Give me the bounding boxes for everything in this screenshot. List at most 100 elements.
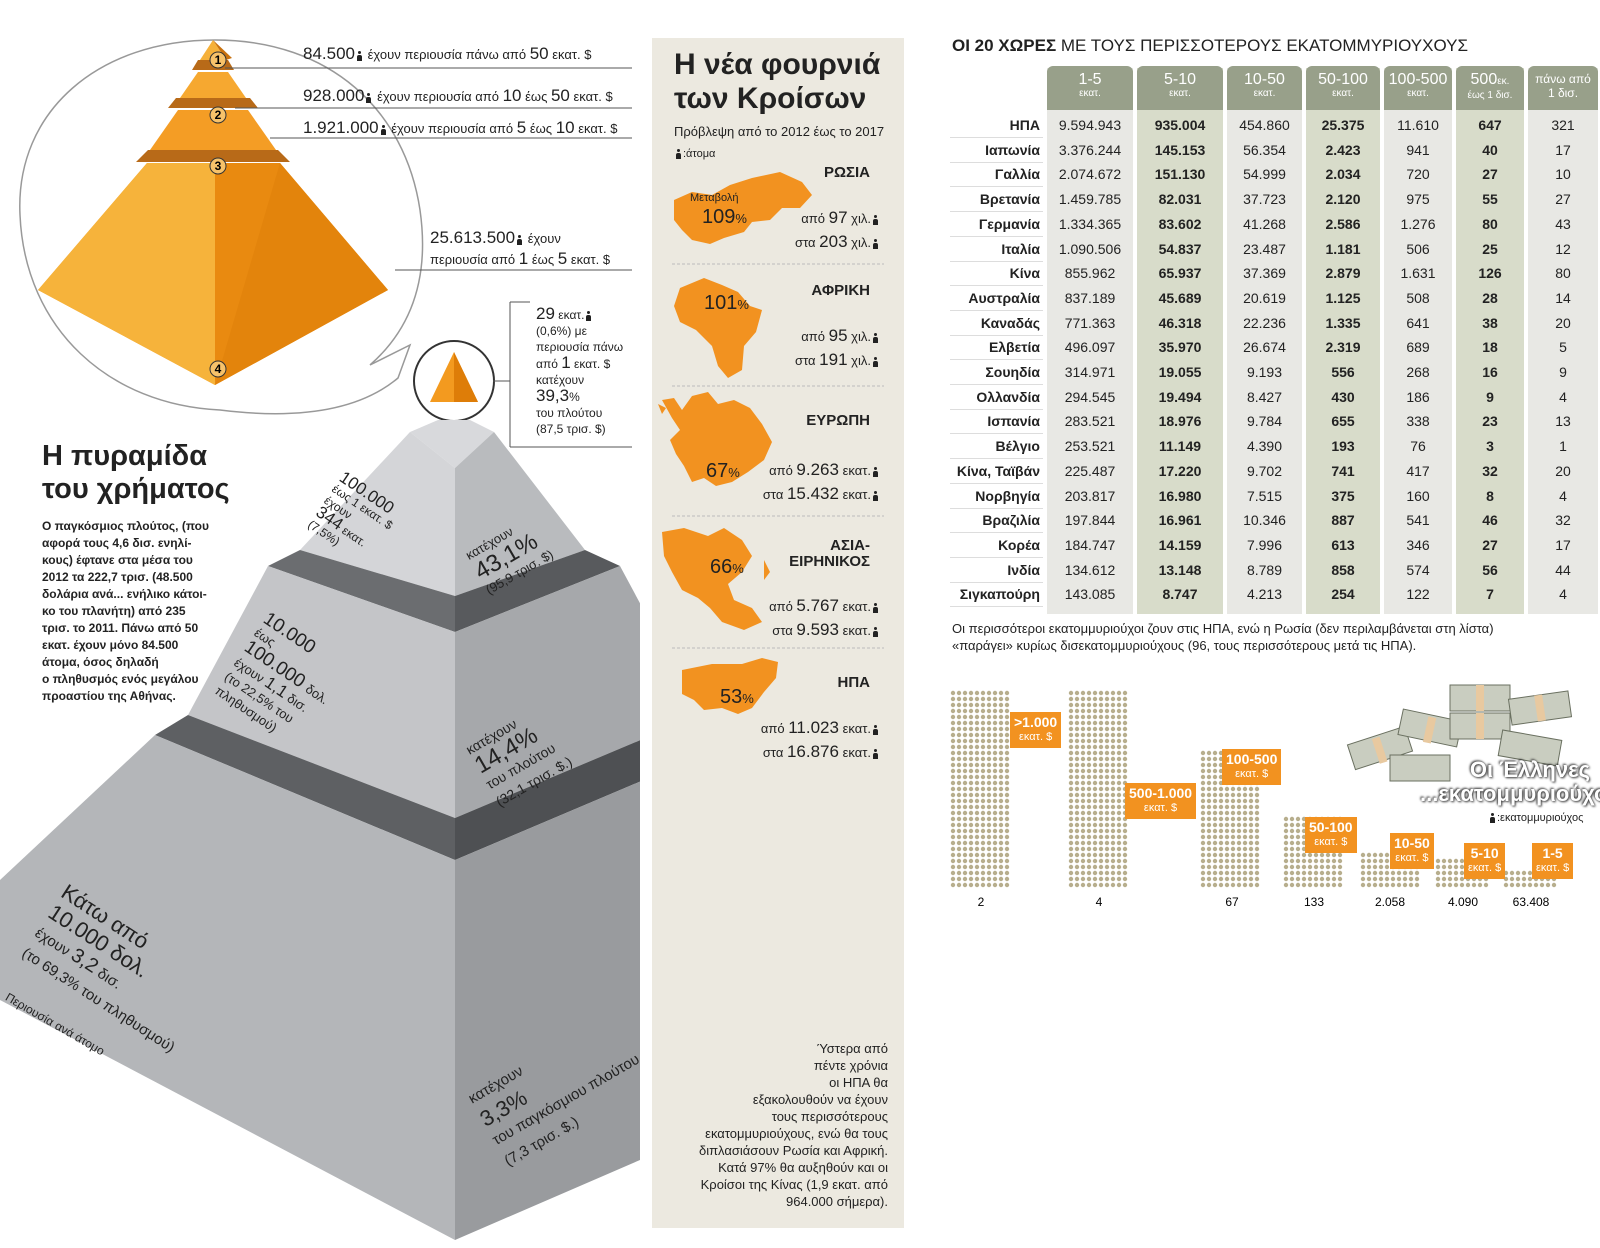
millionaire-dot: [1212, 846, 1218, 852]
millionaire-dot: [1307, 876, 1313, 882]
millionaire-dot: [1200, 750, 1206, 756]
millionaire-dot: [1313, 852, 1319, 858]
millionaire-dot: [1104, 858, 1110, 864]
millionaire-dot: [1004, 714, 1010, 720]
millionaire-dot: [1289, 876, 1295, 882]
millionaire-dot: [962, 744, 968, 750]
millionaire-dot: [1218, 882, 1224, 888]
millionaire-dot: [1236, 786, 1242, 792]
table-cell: 56: [1482, 561, 1498, 578]
millionaire-dot: [974, 816, 980, 822]
millionaire-dot: [1283, 882, 1289, 888]
millionaire-dot: [1200, 798, 1206, 804]
millionaire-dot: [968, 744, 974, 750]
millionaire-dot: [1414, 876, 1420, 882]
millionaire-dot: [1200, 822, 1206, 828]
millionaire-dot: [1378, 852, 1384, 858]
millionaire-dot: [1307, 858, 1313, 864]
millionaire-dot: [1414, 882, 1420, 888]
millionaire-dot: [950, 804, 956, 810]
millionaire-dot: [1098, 720, 1104, 726]
millionaire-dot: [1224, 876, 1230, 882]
asia-from: από 5.767 εκατ.: [740, 596, 880, 616]
millionaire-dot: [1122, 834, 1128, 840]
millionaire-dot: [998, 744, 1004, 750]
millionaire-dot: [980, 864, 986, 870]
table-cell: 1.090.506: [1058, 240, 1122, 257]
millionaire-dot: [974, 870, 980, 876]
usa-pct: 53%: [720, 686, 754, 708]
millionaire-dot: [1366, 852, 1372, 858]
millionaire-dot: [1086, 762, 1092, 768]
millionaire-dot: [1206, 822, 1212, 828]
millionaire-dot: [986, 852, 992, 858]
millionaire-dot: [962, 858, 968, 864]
millionaire-dot: [1331, 876, 1337, 882]
millionaire-dot: [986, 786, 992, 792]
millionaire-dot: [1477, 882, 1483, 888]
millionaire-dot: [998, 780, 1004, 786]
millionaire-dot: [1200, 828, 1206, 834]
millionaire-dot: [1331, 858, 1337, 864]
millionaire-dot: [1254, 804, 1260, 810]
country-name: Ελβετία: [988, 339, 1040, 356]
millionaire-dot: [1110, 798, 1116, 804]
millionaire-dot: [1254, 816, 1260, 822]
table-cell: 197.844: [1064, 512, 1116, 529]
millionaire-dot: [980, 870, 986, 876]
millionaire-dot: [1110, 774, 1116, 780]
millionaire-dot: [1224, 882, 1230, 888]
millionaire-dot: [1236, 816, 1242, 822]
millionaire-dot: [1372, 870, 1378, 876]
millionaire-dot: [1116, 852, 1122, 858]
millionaire-dot: [956, 804, 962, 810]
millionaire-dot: [1092, 864, 1098, 870]
millionaire-dot: [998, 882, 1004, 888]
millionaire-dot: [980, 720, 986, 726]
millionaire-dot: [1104, 816, 1110, 822]
millionaire-dot: [1092, 726, 1098, 732]
millionaire-dot: [1289, 840, 1295, 846]
millionaire-dot: [1004, 738, 1010, 744]
table-cell: 1: [1559, 438, 1567, 455]
millionaire-dot: [1080, 792, 1086, 798]
millionaire-dot: [1004, 690, 1010, 696]
millionaire-dot: [1098, 750, 1104, 756]
millionaire-dot: [1527, 876, 1533, 882]
millionaire-dot: [1110, 708, 1116, 714]
table-cell: 508: [1406, 289, 1430, 306]
millionaire-dot: [1218, 792, 1224, 798]
millionaire-dot: [1441, 864, 1447, 870]
millionaire-dot: [962, 810, 968, 816]
table-cell: 4: [1559, 487, 1567, 504]
millionaire-dot: [1200, 840, 1206, 846]
table-cell: 19.055: [1158, 364, 1202, 380]
millionaire-dot: [1224, 840, 1230, 846]
region-usa: ΗΠΑ: [837, 674, 871, 691]
millionaire-dot: [1074, 882, 1080, 888]
table-cell: 82.031: [1158, 191, 1202, 208]
millionaire-dot: [962, 756, 968, 762]
millionaire-dot: [968, 876, 974, 882]
millionaire-dot: [1086, 738, 1092, 744]
millionaire-dot: [1200, 786, 1206, 792]
millionaire-dot: [1206, 756, 1212, 762]
millionaire-dot: [992, 810, 998, 816]
millionaire-dot: [968, 834, 974, 840]
millionaire-dot: [1447, 858, 1453, 864]
millionaire-dot: [1212, 762, 1218, 768]
millionaire-dot: [986, 702, 992, 708]
table-cell: 2.879: [1325, 265, 1361, 282]
table-cell: 13: [1555, 413, 1571, 430]
millionaire-dot: [1068, 816, 1074, 822]
millionaire-dot: [962, 702, 968, 708]
millionaire-dot: [998, 834, 1004, 840]
millionaire-dot: [1122, 762, 1128, 768]
millionaire-dot: [980, 804, 986, 810]
group-label: >1.000 εκατ. $: [1010, 712, 1062, 748]
millionaire-dot: [1104, 798, 1110, 804]
table-cell: 887: [1331, 512, 1355, 529]
millionaire-dot: [1080, 882, 1086, 888]
table-row: Σουηδία 314.971 19.055 9.193 556 268 16 9: [950, 361, 1600, 385]
millionaire-dot: [1080, 798, 1086, 804]
